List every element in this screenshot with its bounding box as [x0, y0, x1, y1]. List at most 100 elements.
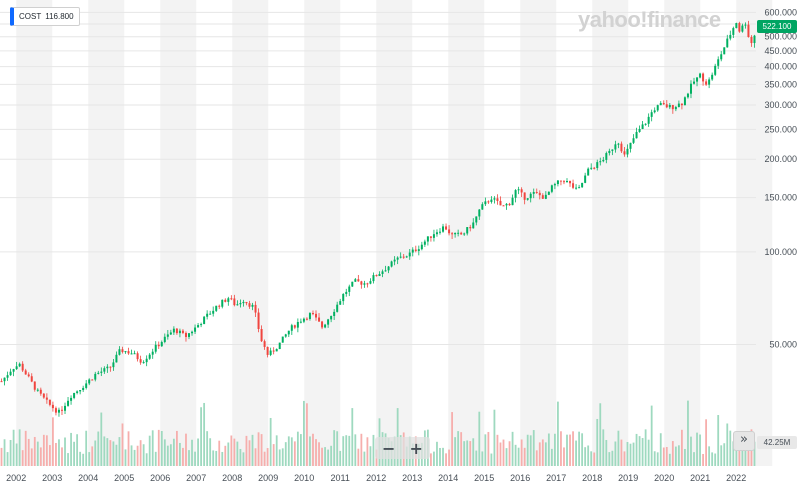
volume-bar — [254, 448, 257, 466]
candle — [632, 134, 635, 144]
candle — [469, 224, 472, 232]
candle — [342, 293, 345, 305]
candle — [127, 347, 130, 355]
candle — [623, 147, 626, 157]
candle — [287, 330, 290, 338]
volume-bar — [369, 446, 372, 466]
candle — [97, 370, 100, 375]
volume-bar — [9, 439, 12, 466]
x-tick-label: 2005 — [114, 473, 134, 483]
volume-bar — [554, 433, 556, 466]
candle — [27, 372, 30, 378]
candle — [744, 22, 747, 29]
x-tick-label: 2017 — [546, 473, 566, 483]
candle — [315, 310, 318, 321]
y-tick-label: 600.000 — [764, 7, 797, 17]
volume-bar — [584, 447, 587, 466]
candle — [463, 232, 466, 236]
candle — [145, 355, 148, 367]
expand-icon[interactable]: » — [733, 431, 755, 451]
volume-bar — [245, 435, 248, 466]
candle — [9, 368, 12, 376]
volume-bar — [284, 442, 287, 466]
volume-bar — [97, 431, 100, 466]
volume-bar — [575, 440, 577, 466]
volume-bar — [490, 453, 493, 466]
candle — [720, 51, 723, 62]
x-tick-label: 2016 — [510, 473, 530, 483]
candle — [532, 188, 535, 199]
candle — [562, 180, 565, 185]
candle — [54, 406, 57, 416]
candle — [457, 229, 460, 237]
candle — [378, 271, 381, 277]
volume-bar — [30, 448, 33, 466]
candle — [263, 339, 266, 350]
candle — [148, 353, 151, 360]
volume-bar — [502, 439, 505, 466]
volume-bar — [366, 437, 369, 466]
volume-bar — [33, 436, 36, 466]
candle — [550, 184, 553, 194]
volume-bar — [12, 429, 15, 466]
volume-bar — [563, 447, 565, 466]
year-band — [736, 0, 773, 466]
volume-bar — [602, 429, 605, 466]
candle — [245, 301, 248, 306]
volume-bar — [481, 451, 484, 466]
candle — [296, 318, 299, 333]
candle — [336, 301, 339, 313]
candle — [438, 228, 441, 235]
candle — [726, 34, 729, 48]
candle — [221, 299, 224, 309]
candle — [67, 396, 70, 407]
volume-bar — [690, 436, 692, 466]
candle — [6, 371, 9, 381]
volume-bar — [172, 438, 175, 466]
candle — [224, 298, 227, 303]
ticker-tag[interactable]: COST 116.800 — [10, 7, 80, 26]
x-tick-label: 2008 — [222, 473, 242, 483]
x-tick-label: 2003 — [42, 473, 62, 483]
zoom-in-button[interactable]: + — [403, 437, 431, 459]
candle — [200, 322, 203, 328]
candle — [30, 373, 33, 383]
volume-bar — [227, 442, 230, 466]
volume-bar — [139, 440, 142, 466]
candle — [360, 280, 363, 289]
zoom-out-button[interactable]: − — [375, 437, 403, 459]
volume-bar — [587, 445, 590, 466]
volume-bar — [100, 412, 103, 466]
candle — [206, 310, 209, 320]
volume-bar — [287, 436, 290, 466]
x-tick-label: 2012 — [366, 473, 386, 483]
volume-bar — [3, 439, 6, 466]
volume-bar — [121, 423, 124, 466]
volume-bar — [357, 448, 360, 466]
candle — [556, 180, 559, 187]
volume-bar — [224, 445, 227, 466]
volume-bar — [70, 432, 72, 466]
volume-bar — [614, 441, 617, 466]
volume-bar — [345, 435, 348, 466]
candle — [51, 401, 54, 412]
volume-bar — [118, 437, 121, 466]
volume-bar — [599, 403, 602, 466]
volume-bar — [36, 441, 39, 466]
volume-bar — [321, 447, 323, 466]
candle — [73, 392, 76, 400]
volume-bar — [342, 436, 345, 466]
candle — [671, 104, 674, 114]
volume-bar — [671, 441, 674, 466]
volume-bar — [145, 453, 148, 466]
candle — [21, 361, 24, 373]
candle — [668, 102, 671, 110]
year-band — [88, 0, 125, 466]
candle — [674, 105, 677, 112]
candle — [411, 247, 414, 257]
candle — [36, 388, 39, 392]
candle — [426, 236, 429, 246]
volume-bar — [55, 442, 57, 466]
year-band — [592, 0, 629, 466]
year-band — [664, 0, 701, 466]
